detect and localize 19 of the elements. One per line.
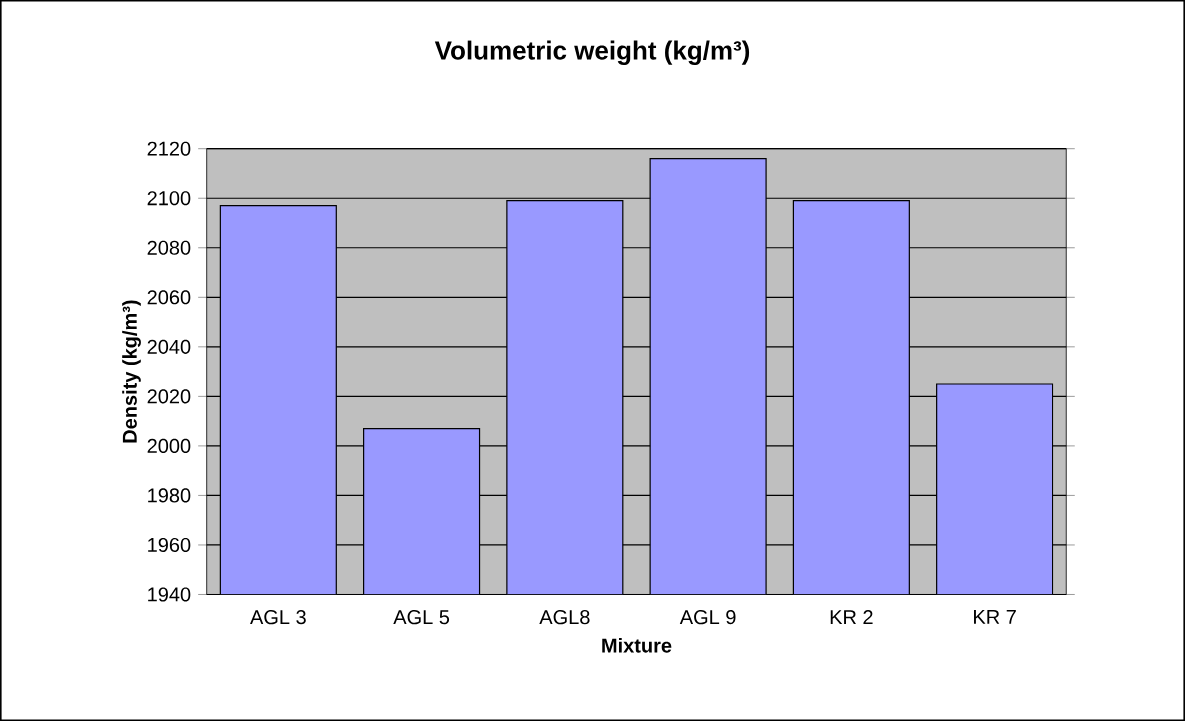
x-tick-label: AGL8 <box>539 609 590 625</box>
y-tick-label: 2080 <box>147 240 191 255</box>
x-axis-title: Mixture <box>602 637 672 653</box>
x-tick-label: AGL 9 <box>679 609 736 625</box>
x-tick-label: AGL 5 <box>393 609 450 625</box>
y-tick-label: 2040 <box>147 339 191 354</box>
y-axis-title: Density (kg/m³) <box>122 300 141 443</box>
y-tick-label: 2100 <box>147 191 191 206</box>
y-tick-label: 1960 <box>148 537 191 552</box>
y-tick-label: 2060 <box>147 290 191 305</box>
x-tick-label: KR 7 <box>974 609 1016 624</box>
x-tick-label: KR 2 <box>830 609 873 624</box>
y-tick-label: 1980 <box>148 488 191 503</box>
y-tick-label: 2020 <box>147 389 191 404</box>
y-tick-label: 1940 <box>148 587 191 602</box>
x-tick-label: AGL 3 <box>250 609 306 625</box>
y-tick-label: 2120 <box>147 141 191 156</box>
y-tick-label: 2000 <box>147 438 191 453</box>
chart-title: Volumetric weight (kg/m³) <box>434 40 750 65</box>
